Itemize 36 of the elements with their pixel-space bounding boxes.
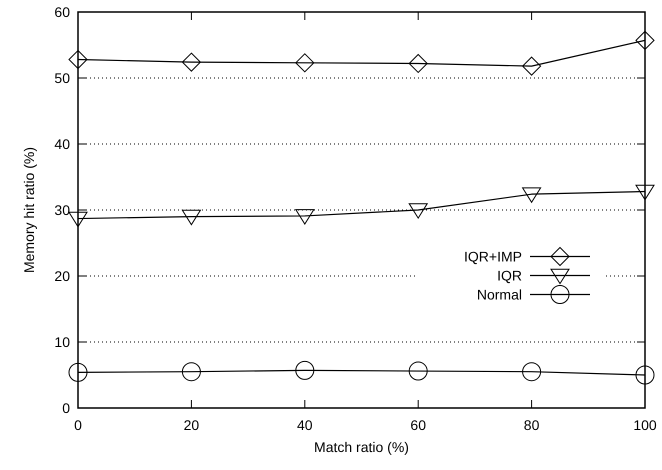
point	[182, 52, 201, 72]
point	[408, 54, 428, 73]
y-axis-title: Memory hit ratio (%)	[21, 146, 37, 274]
point	[68, 362, 88, 382]
x-tick-label: 20	[184, 417, 200, 433]
x-tick-label: 80	[524, 417, 540, 433]
point	[408, 362, 428, 381]
x-tick-label: 40	[297, 417, 313, 433]
x-tick-label: 60	[410, 417, 426, 433]
point	[522, 362, 542, 382]
point	[182, 362, 201, 382]
point	[636, 366, 654, 384]
x-axis-title: Match ratio (%)	[314, 439, 409, 455]
y-tick-label: 60	[54, 4, 70, 20]
point	[182, 210, 201, 226]
point	[408, 203, 428, 219]
point	[522, 56, 542, 76]
x-tick-label: 100	[633, 417, 657, 433]
legend-label: IQR+IMP	[464, 248, 522, 264]
y-tick-label: 40	[54, 136, 70, 152]
point	[68, 212, 88, 228]
point	[295, 360, 314, 380]
legend-label: Normal	[476, 286, 522, 302]
x-tick-label: 0	[74, 417, 82, 433]
point	[295, 209, 314, 225]
point	[636, 30, 654, 50]
y-tick-label: 10	[54, 334, 70, 350]
point	[636, 184, 654, 200]
point	[295, 53, 314, 72]
y-tick-label: 20	[54, 268, 70, 284]
y-tick-label: 30	[54, 202, 70, 218]
point	[68, 50, 88, 70]
y-tick-label: 50	[54, 70, 70, 86]
point	[522, 187, 542, 203]
y-tick-label: 0	[62, 400, 70, 416]
legend-label: IQR	[497, 267, 522, 284]
